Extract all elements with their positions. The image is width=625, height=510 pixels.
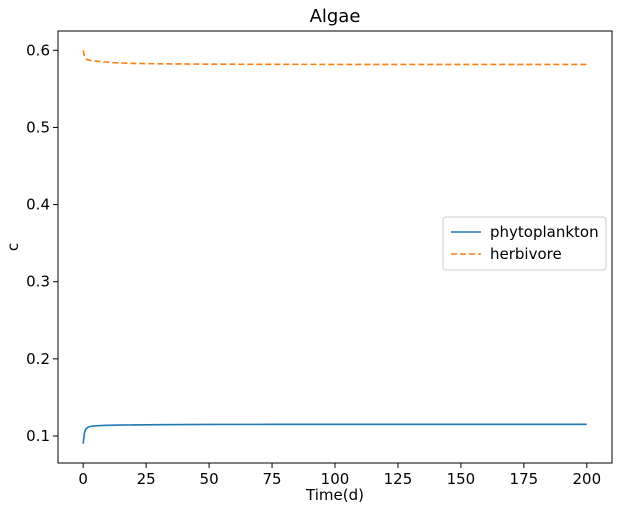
y-tick-label: 0.5 <box>26 118 50 136</box>
x-tick-label: 25 <box>137 470 156 488</box>
legend-box <box>442 216 607 271</box>
x-tick-label: 200 <box>572 470 601 488</box>
x-tick-label: 75 <box>262 470 281 488</box>
x-tick-label: 125 <box>384 470 413 488</box>
series-line-herbivore <box>82 50 587 66</box>
chart-title: Algae <box>310 6 361 27</box>
y-tick-label: 0.2 <box>26 350 50 368</box>
y-tick-label: 0.1 <box>26 427 50 445</box>
y-axis-label: c <box>4 243 22 251</box>
x-tick-label: 50 <box>200 470 219 488</box>
x-tick-label: 0 <box>78 470 88 488</box>
legend-label-phytoplankton: phytoplankton <box>490 223 599 241</box>
legend-label-herbivore: herbivore <box>490 245 562 263</box>
legend: phytoplankton herbivore <box>442 216 607 271</box>
y-tick-label: 0.3 <box>26 273 50 291</box>
series-line-phytoplankton <box>82 423 587 444</box>
x-tick-label: 175 <box>510 470 539 488</box>
y-axis: 0.1 0.2 0.3 0.4 0.5 0.6 <box>26 41 58 445</box>
x-axis-label: Time(d) <box>305 486 364 504</box>
x-axis: 0 25 50 75 100 125 150 175 200 <box>78 463 601 488</box>
y-tick-label: 0.4 <box>26 196 50 214</box>
x-tick-label: 150 <box>447 470 476 488</box>
y-tick-label: 0.6 <box>26 41 50 59</box>
series-layer <box>82 50 587 444</box>
x-tick-label: 100 <box>321 470 350 488</box>
